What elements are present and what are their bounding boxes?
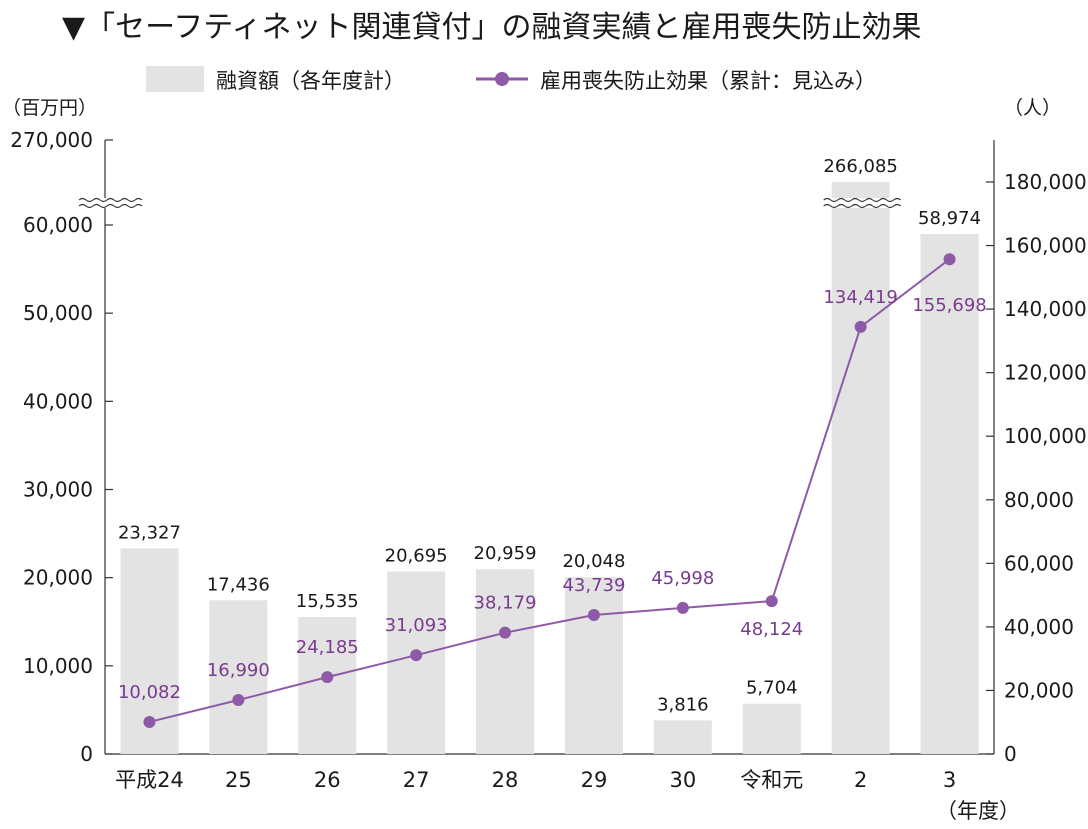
- category-label-7: 令和元: [740, 768, 803, 792]
- category-label-5: 29: [581, 768, 608, 792]
- y-left-tick-label: 60,000: [23, 213, 93, 237]
- line-label-5: 43,739: [562, 575, 625, 596]
- line-point-6: [676, 601, 689, 614]
- y-left-tick-label: 0: [80, 742, 93, 766]
- y-right-tick-label: 80,000: [1004, 488, 1074, 512]
- y-left-unit: （百万円）: [2, 97, 97, 119]
- bar-6: [653, 720, 712, 754]
- y-right-tick-label: 140,000: [1004, 297, 1087, 321]
- category-label-3: 27: [403, 768, 430, 792]
- category-label-9: 3: [943, 768, 956, 792]
- y-right-unit: （人）: [1004, 97, 1061, 119]
- y-left-tick-label: 30,000: [23, 478, 93, 502]
- line-point-7: [765, 595, 778, 608]
- bar-8: [831, 182, 890, 754]
- line-point-8: [854, 320, 867, 333]
- y-left-tick-label: 20,000: [23, 566, 93, 590]
- line-label-8: 134,419: [823, 287, 897, 308]
- line-label-2: 24,185: [296, 637, 359, 658]
- y-left-tick-label: 270,000: [10, 128, 93, 152]
- legend-bar-swatch: [146, 66, 204, 92]
- line-point-0: [143, 715, 156, 728]
- bar-break-8-mask: [823, 198, 898, 208]
- y-right-tick-label: 120,000: [1004, 361, 1087, 385]
- bar-5: [564, 577, 623, 754]
- bar-label-4: 20,959: [474, 543, 537, 564]
- bar-1: [209, 600, 268, 754]
- y-right-tick-label: 100,000: [1004, 424, 1087, 448]
- y-right-tick-label: 0: [1004, 742, 1017, 766]
- y-left-tick-label: 10,000: [23, 654, 93, 678]
- bar-label-1: 17,436: [207, 574, 270, 595]
- bar-4: [476, 569, 535, 754]
- line-point-5: [587, 609, 600, 622]
- y-left-axis-break: [78, 197, 143, 209]
- bar-7: [742, 703, 801, 754]
- line-path: [149, 258, 951, 723]
- bar-9: [920, 234, 979, 754]
- line-label-7: 48,124: [740, 619, 803, 640]
- y-left-tick-label: 40,000: [23, 389, 93, 413]
- line-label-3: 31,093: [385, 615, 448, 636]
- bar-break-8: [823, 197, 902, 209]
- y-right-tick-label: 40,000: [1004, 615, 1074, 639]
- y-right-tick-label: 160,000: [1004, 234, 1087, 258]
- chart-title: ▼「セーフティネット関連貸付」の融資実績と雇用喪失防止効果: [62, 10, 921, 45]
- line-point-9: [943, 253, 956, 266]
- line-label-0: 10,082: [118, 682, 181, 703]
- bar-label-3: 20,695: [385, 546, 448, 567]
- line-label-4: 38,179: [474, 593, 537, 614]
- bar-label-7: 5,704: [746, 678, 798, 699]
- y-right-tick-label: 20,000: [1004, 678, 1074, 702]
- line-label-9: 155,698: [912, 295, 986, 316]
- bar-label-6: 3,816: [657, 694, 709, 715]
- category-label-2: 26: [314, 768, 341, 792]
- legend-bar-label: 融資額（各年度計）: [216, 69, 405, 93]
- y-left-tick-label: 50,000: [23, 301, 93, 325]
- y-right-tick-label: 60,000: [1004, 551, 1074, 575]
- legend-line-marker: [495, 72, 509, 86]
- legend-line-label: 雇用喪失防止効果（累計：見込み）: [540, 69, 876, 93]
- line-point-1: [232, 694, 245, 707]
- bar-label-8: 266,085: [823, 156, 897, 177]
- bar-label-2: 15,535: [296, 591, 359, 612]
- category-label-4: 28: [492, 768, 519, 792]
- line-point-4: [499, 626, 512, 639]
- legend: 融資額（各年度計） 雇用喪失防止効果（累計：見込み）: [146, 66, 876, 93]
- bar-2: [298, 617, 357, 754]
- category-label-1: 25: [225, 768, 252, 792]
- line-label-6: 45,998: [651, 568, 714, 589]
- line-point-2: [321, 671, 334, 684]
- y-left-axis-break-mask: [79, 198, 143, 208]
- category-label-8: 2: [854, 768, 867, 792]
- x-unit: （年度）: [936, 799, 1020, 823]
- line-point-3: [410, 649, 423, 662]
- category-label-0: 平成24: [115, 768, 184, 792]
- bar-label-9: 58,974: [918, 208, 981, 229]
- bar-label-5: 20,048: [562, 551, 625, 572]
- bar-label-0: 23,327: [118, 522, 181, 543]
- category-label-6: 30: [669, 768, 696, 792]
- y-right-tick-label: 180,000: [1004, 170, 1087, 194]
- axes: 0 10,000 20,000 30,000 40,000 50,000 60,000 270…: [10, 128, 1086, 766]
- line-series: 10,082 16,990 24,185 31,093 38,179 43,739 45,9…: [118, 253, 987, 728]
- bar-3: [387, 571, 446, 754]
- line-label-1: 16,990: [207, 660, 270, 681]
- bars: 23,327 平成24 17,436 25 15,535 26 20,695 27 20,959…: [115, 156, 981, 792]
